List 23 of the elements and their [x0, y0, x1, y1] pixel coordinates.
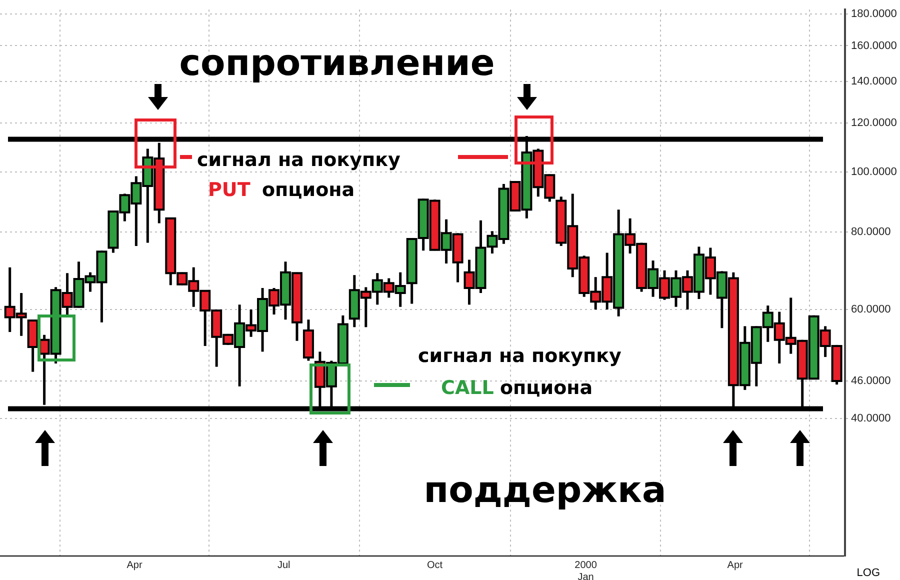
annotation: сигнал на покупку — [197, 149, 402, 171]
annotation: опциона — [262, 179, 355, 201]
x-tick-label: 2000 Jan — [574, 560, 598, 580]
y-tick-label: 40.0000 — [851, 412, 891, 425]
x-tick-label: Apr — [727, 560, 744, 571]
text: LOG — [856, 567, 880, 579]
annotation: PUT — [208, 179, 250, 201]
y-tick-label: 80.0000 — [851, 226, 891, 238]
x-tick-label: Jul — [277, 560, 290, 571]
y-tick-label: 180.0000 — [851, 8, 897, 20]
annotation: опциона — [500, 377, 593, 399]
y-tick-label: 140.0000 — [851, 76, 897, 88]
ref-line-label: сопротивление — [179, 43, 495, 84]
ref-line-label: поддержка — [424, 470, 666, 511]
y-tick-label: 100.0000 — [851, 166, 897, 178]
annotation: сигнал на покупку — [418, 345, 622, 367]
x-tick-label: Oct — [427, 560, 443, 571]
x-tick-label: Apr — [126, 560, 143, 571]
y-tick-label: 46.0000 — [851, 375, 891, 388]
annotation: CALL — [441, 377, 494, 399]
y-tick-label: 160.0000 — [851, 40, 897, 52]
y-tick-label: 60.0000 — [851, 304, 891, 316]
y-tick-label: 120.0000 — [851, 117, 897, 130]
